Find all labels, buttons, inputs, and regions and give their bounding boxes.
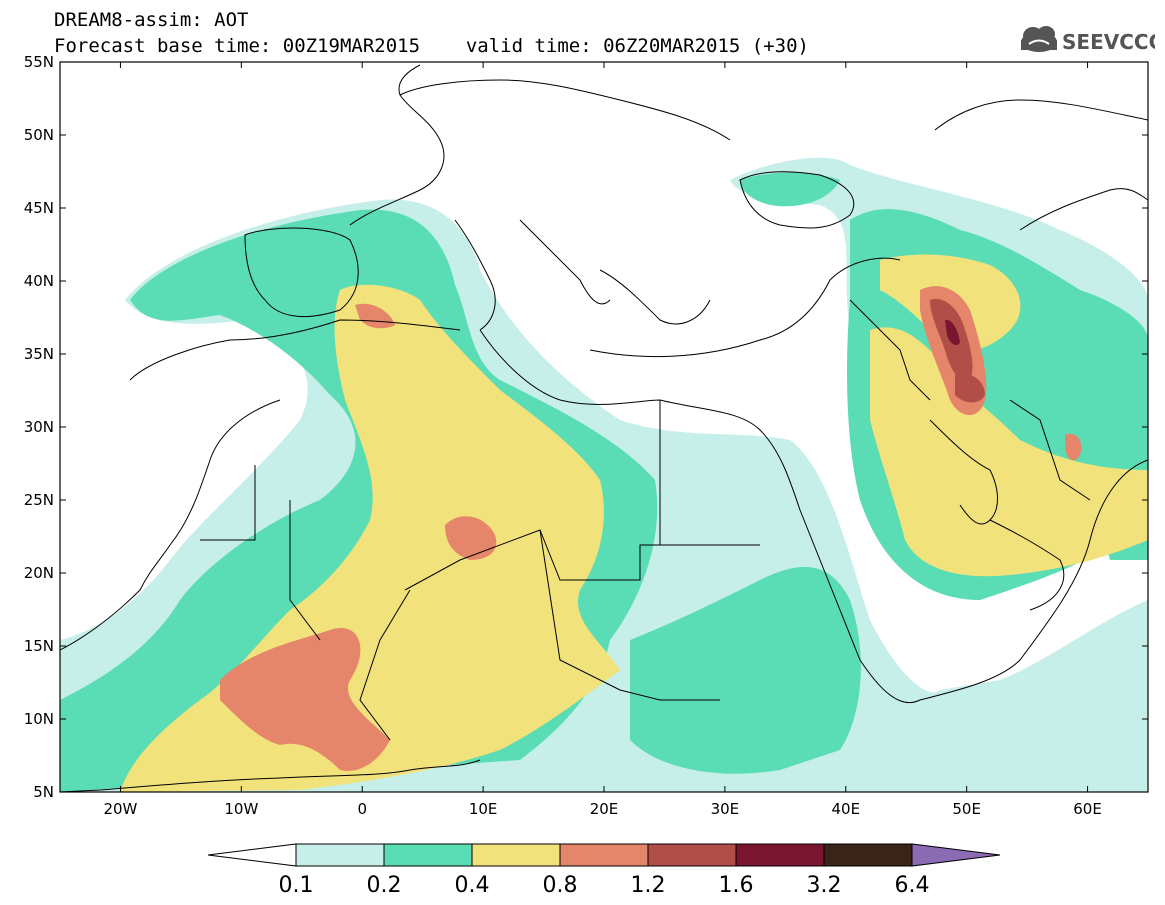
lat-tick-label: 25N [24,491,54,509]
valid-time: valid time: 06Z20MAR2015 (+30) [465,35,809,57]
coastlines [60,64,1148,792]
lon-tick-label: 30E [711,800,740,818]
lat-tick-label: 35N [24,345,54,363]
lat-tick-label: 55N [24,53,54,71]
colorbar-label: 0.4 [455,873,490,898]
colorbar-label: 1.6 [719,873,754,898]
colorbar: 0.1 0.2 0.4 0.8 1.2 1.6 3.2 6.4 [207,843,1001,898]
colorbar-label: 6.4 [895,873,930,898]
colorbar-under-arrow [207,843,297,867]
lon-tick-label: 40E [831,800,860,818]
cloud-icon [1021,26,1057,52]
colorbar-label: 0.1 [279,873,314,898]
lon-tick-label: 20E [590,800,619,818]
colorbar-swatch [383,843,473,867]
lon-tick-label: 0 [357,800,367,818]
colorbar-label: 3.2 [807,873,842,898]
colorbar-swatch [735,843,825,867]
colorbar-swatch [295,843,385,867]
lat-tick-label: 10N [24,710,54,728]
lon-tick-label: 10W [224,800,258,818]
lon-axis: 20W 10W 0 10E 20E 30E 40E 50E 60E [103,62,1102,818]
colorbar-swatch [647,843,737,867]
aot-contours [60,157,1148,792]
colorbar-swatch [471,843,561,867]
lon-tick-label: 20W [103,800,137,818]
lat-tick-label: 40N [24,272,54,290]
colorbar-over-arrow [911,843,1001,867]
lat-axis: 55N 50N 45N 40N 35N 30N 25N 20N 15N 10N 5N [24,53,1148,801]
logo-text: SEEVCCC [1062,30,1155,54]
colorbar-label: 1.2 [631,873,666,898]
seevccc-logo: SEEVCCC [1021,26,1155,54]
aot-level-1.6 [945,319,960,346]
lat-tick-label: 5N [33,783,54,801]
lon-tick-label: 10E [469,800,498,818]
base-time: Forecast base time: 00Z19MAR2015 [54,35,421,57]
lat-tick-label: 15N [24,637,54,655]
colorbar-swatch [559,843,649,867]
lon-tick-label: 50E [952,800,981,818]
lon-tick-label: 60E [1073,800,1102,818]
colorbar-label: 0.8 [543,873,578,898]
lat-tick-label: 30N [24,418,54,436]
forecast-times: Forecast base time: 00Z19MAR2015 valid t… [54,36,809,56]
lat-tick-label: 20N [24,564,54,582]
lat-tick-label: 45N [24,199,54,217]
colorbar-label: 0.2 [367,873,402,898]
colorbar-swatch [823,843,913,867]
lat-tick-label: 50N [24,126,54,144]
map-title: DREAM8-assim: AOT [54,9,249,31]
